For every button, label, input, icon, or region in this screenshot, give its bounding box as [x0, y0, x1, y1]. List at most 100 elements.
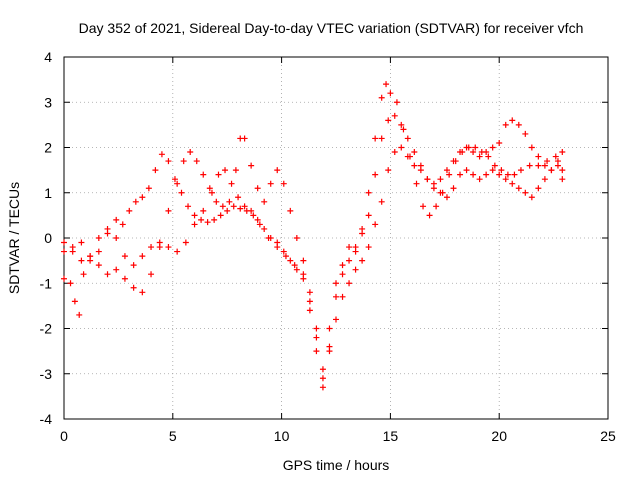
- data-point: [398, 121, 405, 128]
- data-point: [69, 248, 76, 255]
- data-point: [333, 316, 339, 323]
- data-point: [132, 198, 139, 205]
- data-point: [346, 244, 353, 251]
- data-point: [191, 221, 198, 228]
- y-tick-label: 0: [44, 230, 52, 246]
- data-point: [174, 248, 181, 255]
- series-1: [61, 81, 566, 391]
- data-point: [515, 121, 522, 128]
- data-point: [152, 167, 159, 174]
- data-point: [119, 221, 126, 228]
- data-point: [121, 253, 128, 260]
- data-point: [346, 280, 353, 287]
- data-point: [528, 144, 535, 151]
- data-point: [393, 99, 400, 106]
- data-point: [126, 207, 133, 214]
- data-point: [267, 180, 274, 187]
- data-point: [470, 171, 477, 178]
- data-point: [457, 171, 464, 178]
- y-tick-label: 2: [44, 140, 52, 156]
- y-tick-label: -2: [40, 321, 53, 337]
- data-point: [165, 207, 172, 214]
- x-tick-label: 0: [60, 428, 68, 444]
- data-point: [261, 225, 268, 232]
- data-point: [378, 94, 385, 101]
- series-3: [61, 144, 566, 382]
- data-point: [319, 375, 326, 382]
- data-point: [241, 135, 248, 142]
- data-point: [274, 239, 281, 246]
- data-point: [61, 248, 67, 255]
- data-point: [139, 289, 146, 296]
- data-point: [180, 158, 187, 165]
- data-point: [365, 212, 372, 219]
- data-point: [182, 239, 189, 246]
- data-point: [430, 185, 437, 192]
- data-point: [185, 203, 192, 210]
- data-point: [193, 158, 200, 165]
- y-tick-label: 1: [44, 185, 52, 201]
- data-point: [491, 162, 498, 169]
- data-point: [387, 90, 394, 97]
- data-point: [130, 284, 137, 291]
- data-point: [291, 262, 298, 269]
- data-point: [504, 171, 511, 178]
- data-point: [158, 151, 165, 158]
- data-point: [213, 198, 220, 205]
- data-point: [280, 180, 287, 187]
- data-point: [424, 176, 431, 183]
- data-point: [385, 117, 392, 124]
- data-point: [95, 262, 102, 269]
- data-point: [528, 194, 535, 201]
- x-tick-label: 5: [169, 428, 177, 444]
- data-point: [248, 207, 255, 214]
- y-tick-label: -1: [40, 275, 53, 291]
- data-point: [339, 293, 346, 300]
- chart-title: Day 352 of 2021, Sidereal Day-to-day VTE…: [79, 20, 584, 36]
- data-point: [437, 189, 444, 196]
- data-point: [104, 225, 111, 232]
- data-point: [215, 171, 222, 178]
- data-point: [148, 244, 155, 251]
- data-point: [559, 167, 566, 174]
- data-point: [204, 219, 211, 226]
- data-point: [443, 194, 450, 201]
- data-point: [411, 162, 418, 169]
- data-point: [559, 176, 566, 183]
- data-point: [313, 334, 320, 341]
- data-point: [274, 167, 281, 174]
- data-point: [470, 149, 477, 156]
- data-point: [113, 235, 120, 241]
- data-point: [326, 348, 333, 355]
- data-point: [293, 266, 300, 273]
- data-point: [426, 212, 433, 219]
- data-point: [206, 185, 213, 192]
- data-point: [187, 149, 194, 156]
- data-point: [198, 216, 205, 223]
- data-point: [256, 221, 263, 228]
- data-point: [378, 198, 385, 205]
- data-point: [398, 144, 405, 151]
- data-point: [200, 207, 207, 214]
- data-point: [339, 271, 346, 278]
- data-point: [485, 153, 492, 160]
- y-tick-label: 4: [44, 49, 52, 65]
- data-point: [463, 167, 470, 174]
- data-point: [359, 230, 366, 237]
- x-axis-ticks: 0 5 10 15 20 25: [60, 57, 616, 444]
- y-tick-label: -4: [40, 411, 53, 427]
- data-point: [413, 180, 420, 187]
- data-point: [437, 176, 444, 183]
- data-point: [483, 171, 490, 178]
- data-point: [517, 167, 524, 174]
- data-point: [165, 158, 172, 165]
- data-point: [300, 257, 307, 264]
- data-point: [450, 185, 457, 192]
- data-point: [365, 189, 372, 196]
- data-point: [319, 366, 326, 373]
- data-point: [522, 130, 529, 137]
- data-point: [224, 207, 231, 214]
- data-point: [254, 185, 261, 192]
- data-point: [404, 135, 411, 142]
